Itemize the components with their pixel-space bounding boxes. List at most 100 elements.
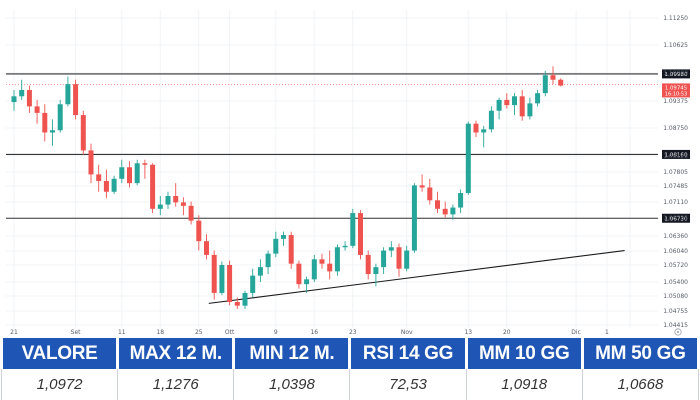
y-tick-label: 1.08750 xyxy=(663,125,688,132)
candle-body xyxy=(311,259,317,280)
candle xyxy=(273,231,279,258)
candle-body xyxy=(34,106,40,113)
candle-body xyxy=(334,247,340,272)
candle-body xyxy=(134,163,140,184)
candle xyxy=(381,247,387,275)
candle xyxy=(319,253,325,269)
candle xyxy=(57,99,63,133)
candle xyxy=(150,163,156,214)
candle xyxy=(42,104,48,142)
candle xyxy=(496,97,502,120)
candle xyxy=(388,241,394,258)
candle xyxy=(80,110,86,155)
x-tick-label: 9 xyxy=(274,329,278,336)
y-tick-label: 1.06735 xyxy=(663,215,688,222)
candle-body xyxy=(481,129,487,133)
candle xyxy=(512,93,517,116)
candle-body xyxy=(504,99,510,106)
candle-body xyxy=(435,200,440,209)
candle-body xyxy=(180,202,186,206)
candle xyxy=(450,204,456,220)
level-price-label: 1.09980 xyxy=(664,72,688,78)
candle xyxy=(396,243,402,277)
candle-body xyxy=(288,235,294,264)
level-price-tag xyxy=(662,149,690,159)
candle xyxy=(427,178,433,205)
x-tick-label: 21 xyxy=(10,329,18,336)
candle-body xyxy=(50,130,55,133)
candle-body xyxy=(442,208,448,215)
candle xyxy=(350,208,356,249)
candle xyxy=(481,125,487,148)
y-tick-label: 1.07110 xyxy=(663,199,688,206)
candle-body xyxy=(535,93,541,104)
stats-header-row: VALORE MAX 12 M. MIN 12 M. RSI 14 GG MM … xyxy=(0,338,700,369)
candle-body xyxy=(204,241,209,255)
candle-body xyxy=(165,196,171,205)
candle xyxy=(180,197,186,216)
x-tick-label: 13 xyxy=(464,329,472,336)
candle xyxy=(458,189,464,214)
candle xyxy=(558,78,564,87)
candle-body xyxy=(142,163,148,165)
candle xyxy=(73,79,79,120)
candle xyxy=(111,175,117,194)
candle xyxy=(296,260,302,289)
candle-body xyxy=(373,267,379,275)
y-tick-label: 1.05080 xyxy=(663,293,688,300)
candle-body xyxy=(173,196,179,203)
y-tick-label: 1.09375 xyxy=(663,98,688,105)
candle xyxy=(404,245,410,272)
candle-body xyxy=(42,112,48,133)
candle-body xyxy=(419,185,425,188)
candle xyxy=(26,85,32,113)
candle xyxy=(334,244,340,276)
candle-body xyxy=(188,205,194,221)
candle xyxy=(365,250,371,280)
candle-body xyxy=(304,279,310,285)
candle xyxy=(327,250,333,280)
candle xyxy=(550,66,556,85)
candle xyxy=(465,121,471,195)
candle xyxy=(242,290,248,309)
candle xyxy=(527,97,533,120)
candle-body xyxy=(150,164,156,209)
candle-body xyxy=(65,84,71,105)
time-axis-settings-icon[interactable] xyxy=(674,328,682,336)
candle xyxy=(134,159,140,186)
candle-body xyxy=(542,75,548,94)
candle-body xyxy=(26,90,32,107)
candle xyxy=(234,297,240,309)
candle xyxy=(103,169,109,199)
candle-body xyxy=(265,253,271,268)
level-price-tag xyxy=(662,69,690,79)
candle xyxy=(19,79,25,100)
candle-body xyxy=(319,259,325,264)
candle-body xyxy=(227,265,233,302)
candle xyxy=(173,183,179,207)
chart-grid xyxy=(6,10,658,328)
y-tick-label: 1.06040 xyxy=(663,248,688,255)
candle-body xyxy=(365,254,371,275)
last-price-label: 1.09745 xyxy=(665,85,687,91)
candle-body xyxy=(296,263,302,285)
x-tick-label: Nov xyxy=(401,329,413,336)
candle xyxy=(411,183,417,253)
candle-body xyxy=(558,79,564,86)
value-min-12m: 1,0398 xyxy=(233,369,351,400)
candle-body xyxy=(88,150,94,175)
value-mm-10gg: 1,0918 xyxy=(465,369,583,400)
candle xyxy=(358,210,363,260)
candle xyxy=(157,196,163,216)
value-mm-50gg: 1,0668 xyxy=(581,369,700,400)
y-tick-label: 1.06360 xyxy=(663,233,688,240)
candle-body xyxy=(427,187,433,201)
candle-body xyxy=(273,238,279,254)
candle xyxy=(257,259,263,282)
candle xyxy=(519,90,525,121)
candle-body xyxy=(342,245,348,248)
candlestick-chart: 1.09980 1.08160 1.06730 1.11250 1.10625 1.100… xyxy=(6,10,690,336)
x-tick-label: 23 xyxy=(349,329,357,336)
candle xyxy=(50,119,55,146)
candle xyxy=(65,76,71,107)
